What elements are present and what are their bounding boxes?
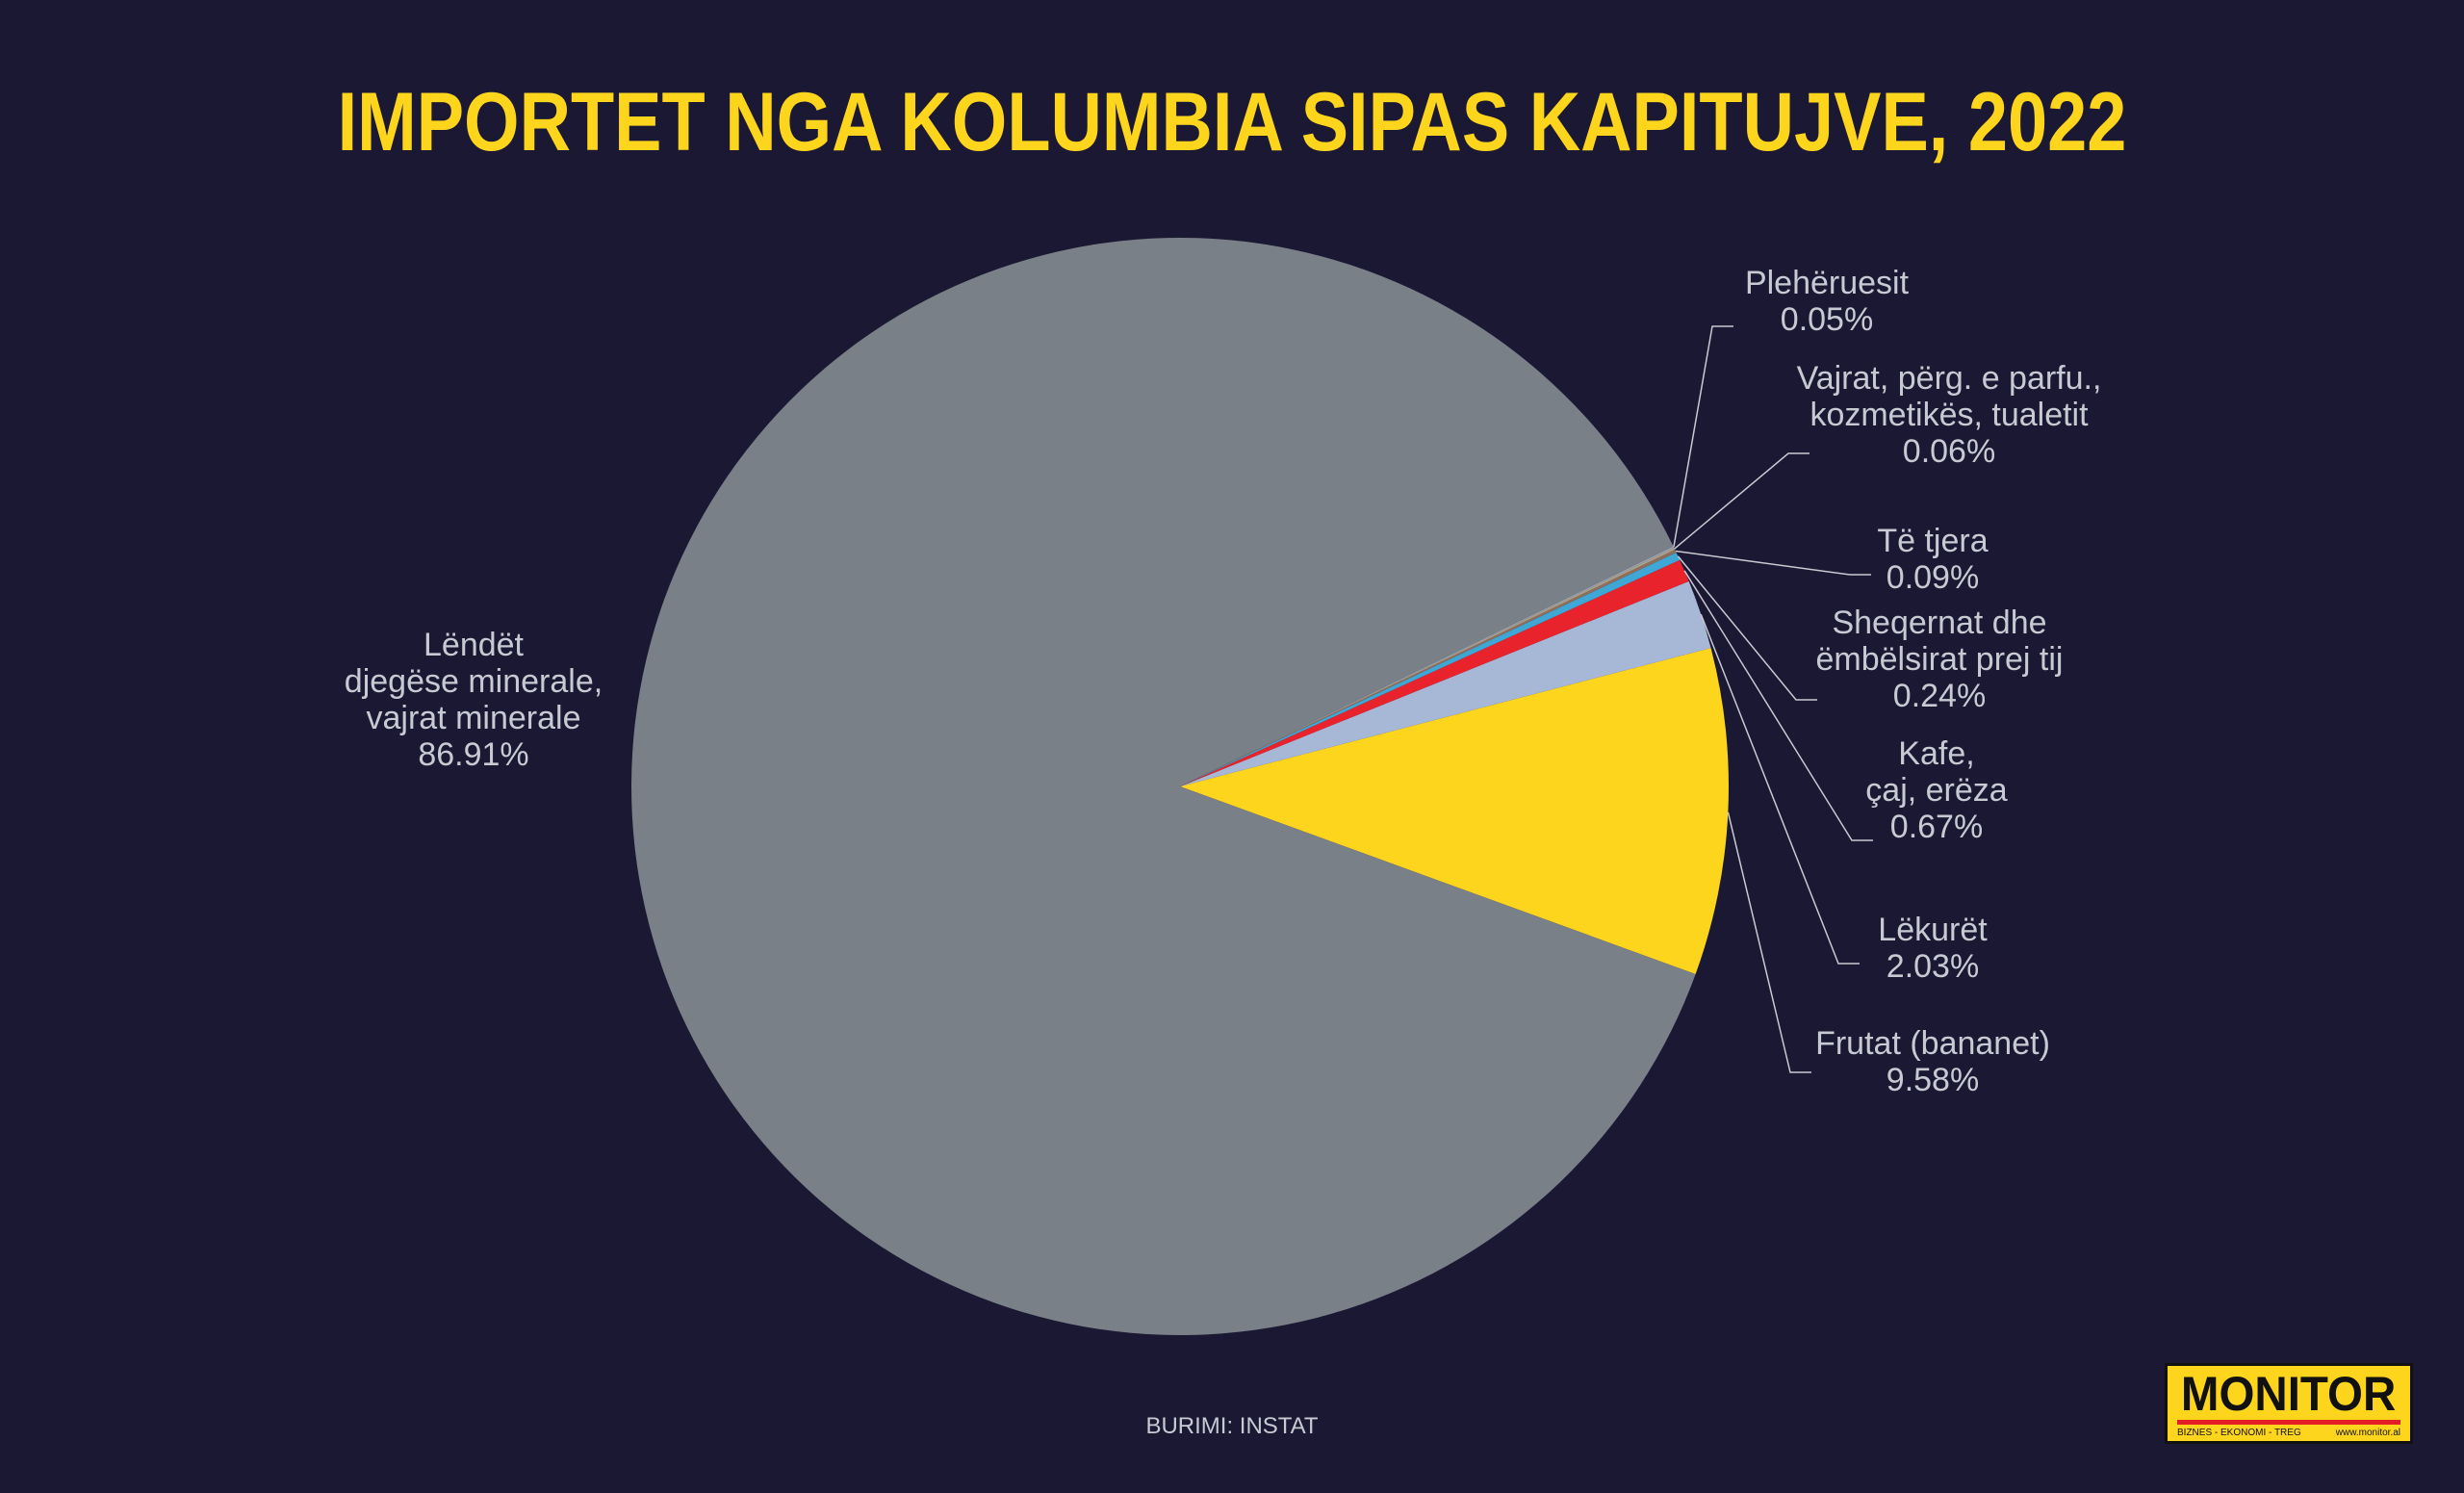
slice-label: Frutat (bananet) 9.58%: [1815, 1025, 2050, 1098]
slice-label: Të tjera 0.09%: [1877, 523, 1988, 596]
pie-slice: [630, 237, 1696, 1335]
logo-red-bar: [2177, 1419, 2400, 1425]
monitor-logo: MONITOR BIZNES - EKONOMI - TREG www.moni…: [2165, 1363, 2413, 1444]
pie-slice: [1180, 559, 1689, 786]
slice-label: Sheqernat dhe ëmbëlsirat prej tij 0.24%: [1816, 605, 2064, 714]
pie-slice: [1180, 548, 1676, 786]
leader-line: [1683, 570, 1873, 841]
logo-url: www.monitor.al: [2335, 1427, 2400, 1438]
leader-line: [1673, 325, 1733, 548]
source-note: BURIMI: INSTAT: [1145, 1413, 1319, 1439]
leader-line: [1675, 550, 1871, 576]
pie-slice: [1180, 648, 1729, 974]
slice-label: Kafe, çaj, erëza 0.67%: [1865, 735, 2007, 845]
leader-line: [1700, 613, 1860, 965]
leader-line: [1727, 811, 1811, 1073]
pie-slice: [1180, 550, 1677, 786]
leader-line: [1674, 452, 1810, 550]
chart-title: IMPORTET NGA KOLUMBIA SIPAS KAPITUJVE, 2…: [337, 76, 2127, 168]
slice-label: Lëndët djegëse minerale, vajrat minerale 86…: [345, 627, 603, 773]
logo-wordmark: MONITOR: [2181, 1366, 2397, 1421]
slice-label: Vajrat, përg. e parfu., kozmetikës, tuale…: [1797, 360, 2102, 470]
pie-slice: [1180, 546, 1675, 786]
logo-tagline-row: BIZNES - EKONOMI - TREG www.monitor.al: [2177, 1428, 2400, 1438]
pie-slice: [1180, 552, 1681, 786]
slice-label: Plehëruesit 0.05%: [1745, 265, 1910, 338]
slice-label: Lëkurët 2.03%: [1878, 912, 1988, 985]
leader-line: [1677, 555, 1817, 701]
logo-tagline: BIZNES - EKONOMI - TREG: [2177, 1427, 2301, 1438]
pie-slice: [1180, 580, 1711, 786]
